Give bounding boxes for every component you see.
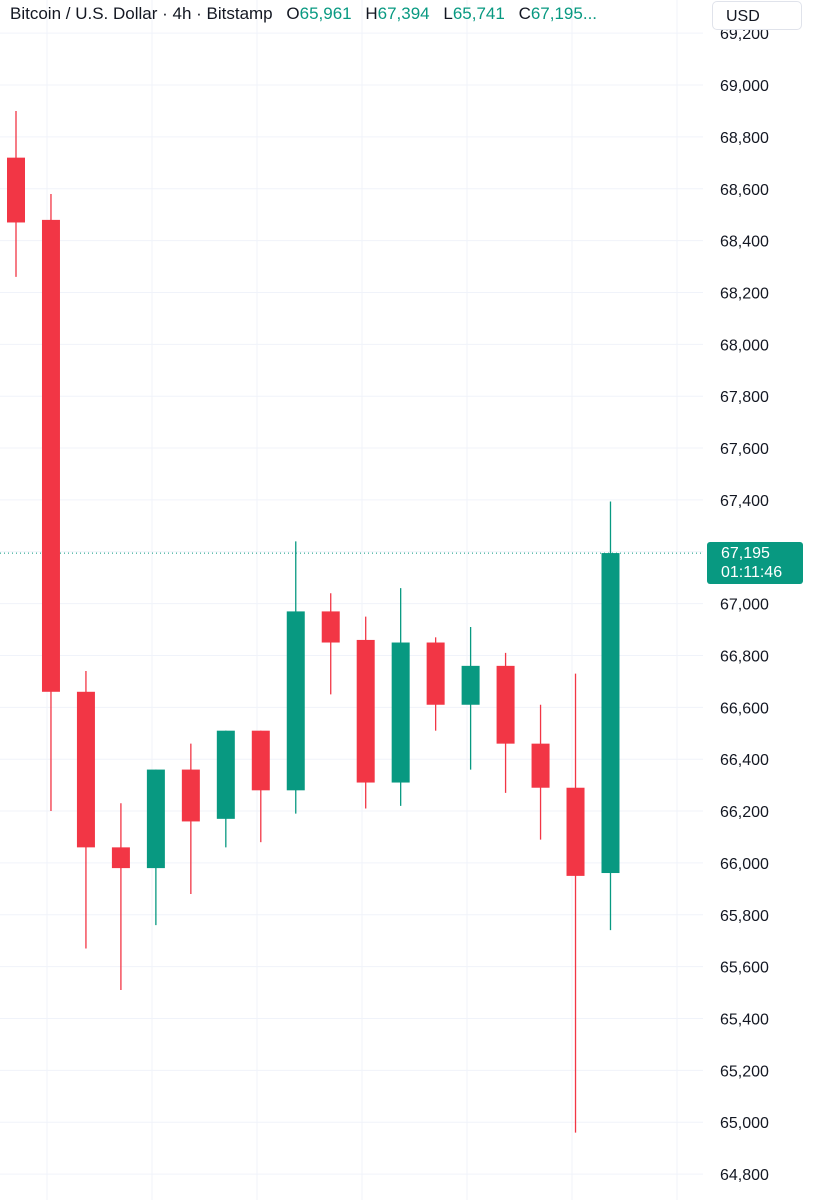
y-tick-label: 65,600 [720, 960, 769, 977]
candle [531, 704, 550, 840]
candle [181, 743, 200, 895]
y-tick-label: 64,800 [720, 1167, 769, 1184]
high-key: H [365, 4, 378, 23]
close-key: C [518, 4, 531, 23]
candle [601, 501, 620, 931]
y-tick-label: 67,000 [720, 597, 769, 614]
close-value: 67,195... [530, 4, 598, 23]
candle [216, 730, 235, 848]
currency-button[interactable]: USD [712, 1, 802, 30]
candle-body [391, 642, 410, 783]
candle [321, 593, 340, 695]
candle-body [181, 769, 200, 822]
candle-body [566, 787, 585, 876]
candle [286, 541, 305, 814]
candle-body [111, 847, 130, 869]
candle [496, 652, 515, 793]
candle [566, 673, 585, 1133]
low-key: L [443, 4, 453, 23]
candle-body [531, 743, 550, 788]
candle-body [461, 665, 480, 705]
y-tick-label: 67,400 [720, 493, 769, 510]
y-tick-label: 68,400 [720, 234, 769, 251]
candle [251, 730, 270, 843]
y-tick-label: 67,600 [720, 441, 769, 458]
y-tick-label: 65,000 [720, 1115, 769, 1132]
candle [461, 626, 480, 770]
price-axis[interactable]: 64,800 65,000 65,200 65,400 65,600 65,800 66,0… [720, 26, 769, 1184]
candle [111, 803, 130, 990]
candle-body [76, 691, 95, 848]
candle [76, 671, 95, 949]
low-value: 65,741 [452, 4, 505, 23]
candle-body [216, 730, 235, 819]
y-tick-label: 68,200 [720, 285, 769, 302]
candle-body [426, 642, 445, 705]
candle-body [601, 553, 620, 874]
candle-body [251, 730, 270, 791]
candle-body [496, 665, 515, 744]
candle-body [41, 219, 60, 692]
candle [391, 588, 410, 806]
grid [0, 0, 703, 1200]
y-tick-label: 65,400 [720, 1011, 769, 1028]
candle [41, 193, 60, 812]
candle-body [146, 769, 165, 869]
y-tick-label: 68,800 [720, 130, 769, 147]
high-value: 67,394 [377, 4, 430, 23]
y-tick-label: 67,800 [720, 389, 769, 406]
symbol-legend: Bitcoin / U.S. Dollar · 4h · Bitstamp O6… [10, 3, 597, 25]
candle [356, 616, 375, 809]
candles [7, 110, 620, 1133]
candle-body [321, 611, 340, 643]
y-tick-label: 66,200 [720, 804, 769, 821]
open-key: O [286, 4, 300, 23]
candle-body [356, 639, 375, 783]
candle [146, 769, 165, 926]
y-tick-label: 66,800 [720, 648, 769, 665]
candle-body [286, 611, 305, 791]
y-tick-label: 68,600 [720, 182, 769, 199]
y-tick-label: 68,000 [720, 337, 769, 354]
candle-body [7, 157, 25, 223]
y-tick-label: 66,600 [720, 700, 769, 717]
current-price-tag: 67,195 01:11:46 [707, 542, 803, 584]
candle [7, 110, 25, 277]
current-price-label: 67,195 [721, 545, 770, 562]
y-tick-label: 65,200 [720, 1063, 769, 1080]
candle [426, 637, 445, 731]
y-tick-label: 66,400 [720, 752, 769, 769]
y-tick-label: 65,800 [720, 908, 769, 925]
y-tick-label: 69,000 [720, 78, 769, 95]
y-tick-label: 66,000 [720, 856, 769, 873]
bar-countdown: 01:11:46 [721, 564, 783, 581]
open-value: 65,961 [299, 4, 352, 23]
y-tick-label: 69,200 [720, 26, 769, 43]
symbol-title: Bitcoin / U.S. Dollar · 4h · Bitstamp [10, 4, 273, 23]
